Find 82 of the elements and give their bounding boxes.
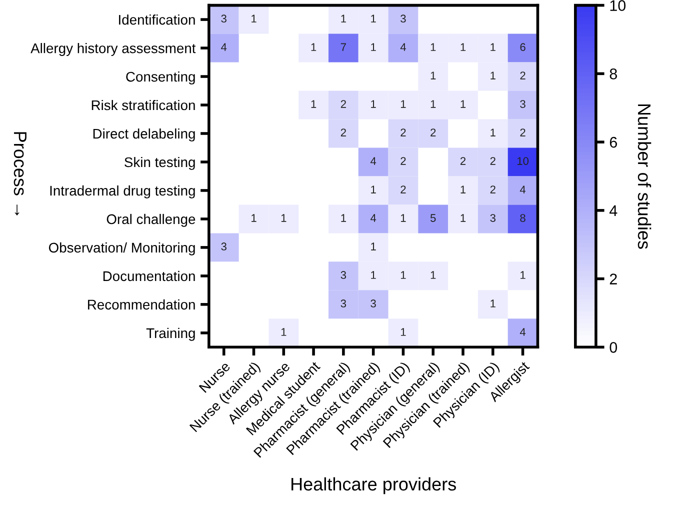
data-label: 1 — [371, 271, 376, 279]
data-label: 1 — [400, 328, 406, 336]
color-bar-label: 6 — [610, 136, 617, 148]
y-axis-title: Process → — [14, 132, 26, 216]
data-label: 1 — [460, 214, 466, 222]
data-label: 4 — [370, 157, 376, 165]
data-label: 1 — [341, 14, 346, 22]
data-label: 1 — [490, 72, 496, 80]
y-tick-label: Documentation — [103, 270, 195, 282]
data-label: 1 — [281, 214, 286, 222]
data-label: 4 — [520, 328, 526, 336]
data-label: 2 — [340, 128, 346, 136]
data-label: 3 — [340, 271, 346, 279]
data-label: 1 — [371, 242, 376, 250]
color-bar-label: 8 — [610, 68, 617, 80]
color-bar-label: 2 — [610, 274, 617, 284]
data-label: 1 — [490, 128, 496, 136]
data-label: 1 — [341, 214, 346, 222]
data-label: 1 — [371, 43, 376, 51]
color-bar-label: 0 — [610, 342, 618, 353]
y-tick-label: Observation/ Monitoring — [48, 242, 195, 256]
data-label: 1 — [252, 214, 256, 222]
data-label: 1 — [371, 186, 376, 194]
y-tick-label: Consenting — [126, 71, 195, 84]
data-label: 4 — [400, 43, 406, 51]
data-label: 2 — [400, 128, 406, 136]
y-tick-label: Risk stratification — [92, 100, 195, 110]
data-label: 1 — [311, 43, 316, 51]
data-label: 3 — [400, 14, 406, 23]
data-label: 3 — [520, 100, 526, 108]
data-label: 5 — [430, 214, 436, 222]
y-tick-label: Identification — [119, 14, 195, 25]
data-label: 4 — [221, 43, 227, 51]
y-tick-label: Skin testing — [124, 156, 195, 170]
data-label: 1 — [371, 100, 376, 108]
y-tick-label: Direct delabeling — [93, 128, 195, 142]
data-label: 3 — [340, 300, 346, 308]
data-label: 10 — [517, 157, 529, 165]
data-label: 2 — [520, 72, 526, 80]
color-bar-title: Number of studies — [638, 104, 652, 249]
data-label: 1 — [430, 100, 436, 108]
data-label: 1 — [400, 271, 406, 279]
data-label: 1 — [371, 14, 376, 22]
data-label: 1 — [311, 100, 316, 108]
data-label: 2 — [490, 186, 496, 194]
data-label: 1 — [430, 43, 436, 51]
y-tick-label: Oral challenge — [106, 214, 196, 227]
y-tick-label: Allergy history assessment — [30, 43, 196, 56]
data-label: 1 — [460, 100, 466, 108]
y-tick-label: Recommendation — [88, 299, 195, 310]
data-label: 2 — [520, 128, 526, 136]
data-label: 3 — [221, 242, 226, 250]
data-label: 1 — [252, 14, 256, 22]
data-label: 3 — [490, 214, 496, 222]
data-label: 1 — [460, 43, 466, 51]
data-label: 7 — [340, 43, 346, 51]
data-label: 1 — [490, 300, 496, 308]
data-label: 2 — [400, 186, 406, 194]
color-bar-label: 10 — [610, 0, 626, 11]
data-label: 3 — [221, 14, 226, 23]
data-label: 1 — [460, 186, 466, 194]
data-label: 1 — [490, 43, 496, 51]
data-label: 1 — [430, 271, 436, 279]
y-tick-label: Intradermal drug testing — [50, 185, 195, 198]
x-axis-title: Healthcare providers — [292, 477, 456, 494]
data-label: 2 — [340, 100, 346, 108]
data-label: 1 — [430, 72, 436, 80]
data-label: 6 — [520, 43, 526, 52]
color-bar-label: 4 — [609, 205, 618, 216]
data-label: 8 — [520, 214, 526, 222]
data-label: 4 — [370, 214, 376, 222]
data-label: 1 — [400, 214, 406, 222]
data-label: 4 — [520, 186, 526, 194]
data-label: 3 — [370, 300, 376, 308]
data-label: 2 — [430, 128, 436, 136]
data-label: 2 — [490, 157, 496, 165]
data-label: 1 — [520, 271, 526, 279]
y-tick-label: Training — [146, 328, 195, 341]
data-label: 2 — [460, 157, 466, 165]
data-label: 1 — [281, 328, 286, 336]
data-label: 2 — [400, 157, 406, 165]
data-label: 1 — [400, 100, 406, 108]
